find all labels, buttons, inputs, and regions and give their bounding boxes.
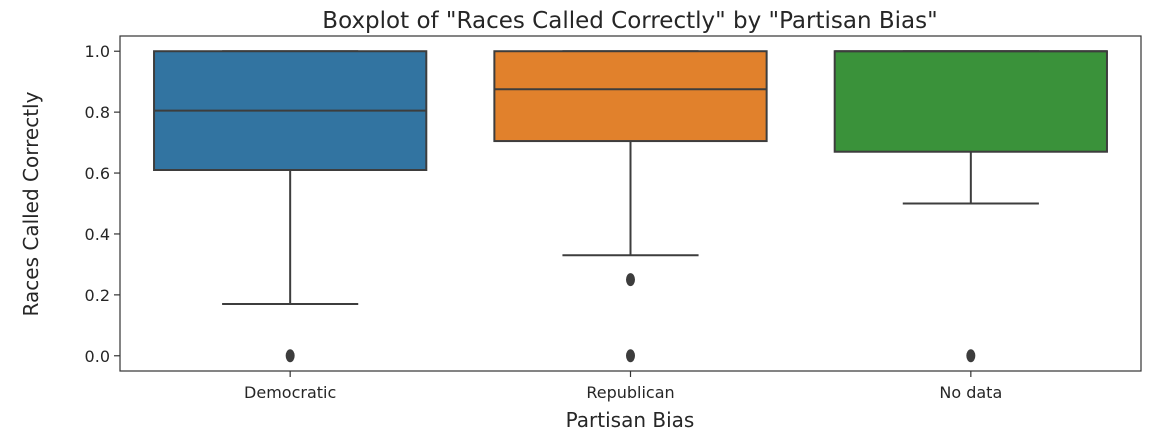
ticks-layer: 0.0 0.2 0.4 0.6 0.8 1.0 Democratic Republican No… xyxy=(85,42,1003,402)
outlier-point xyxy=(626,349,635,363)
y-tick-label: 0.2 xyxy=(85,286,110,305)
box-group xyxy=(153,50,428,363)
boxes-layer xyxy=(153,50,1108,363)
x-tick-label: Democratic xyxy=(244,383,336,402)
outlier-point xyxy=(285,349,295,363)
box-iqr xyxy=(833,50,1108,153)
x-axis-label: Partisan Bias xyxy=(566,408,695,432)
box-iqr xyxy=(493,50,768,143)
y-tick-label: 1.0 xyxy=(85,42,110,61)
outlier-point xyxy=(626,273,635,287)
y-axis-label: Races Called Correctly xyxy=(19,91,43,316)
y-tick-label: 0.0 xyxy=(85,347,110,366)
x-tick-label: No data xyxy=(939,383,1002,402)
outlier-point xyxy=(966,349,976,363)
y-tick-label: 0.4 xyxy=(85,225,110,244)
y-tick-label: 0.6 xyxy=(85,164,110,183)
x-tick-label: Republican xyxy=(586,383,674,402)
y-tick-label: 0.8 xyxy=(85,103,110,122)
box-group xyxy=(493,50,768,363)
box-group xyxy=(833,50,1108,363)
chart-title: Boxplot of "Races Called Correctly" by "… xyxy=(322,8,937,34)
